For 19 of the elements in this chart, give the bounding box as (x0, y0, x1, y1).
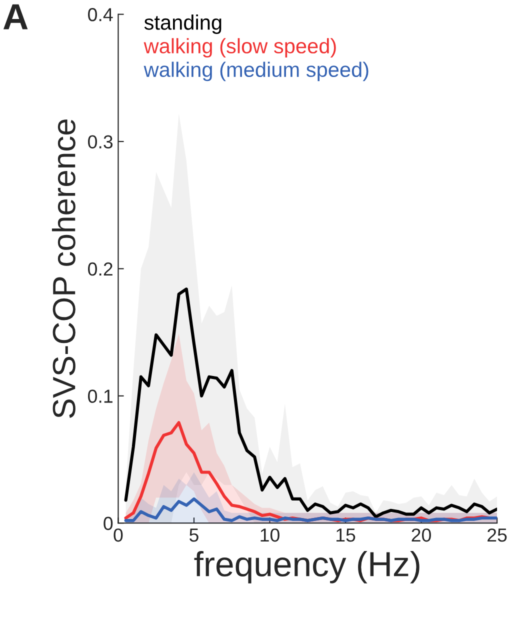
x-tick-label: 10 (260, 528, 280, 542)
x-tick-label: 0 (114, 528, 123, 542)
line-series (124, 288, 498, 518)
y-tick-label: 0.2 (88, 262, 112, 276)
text: walking (slow speed) (144, 38, 336, 58)
y-tick-label: 0.3 (88, 135, 113, 148)
text: walking (medium speed) (144, 62, 368, 82)
x-tick-label: 25 (488, 528, 507, 542)
x-axis-title: frequency (Hz) (194, 550, 420, 584)
x-tick-label: 5 (190, 528, 198, 542)
y-tick-label: 0 (104, 516, 113, 530)
x-tick-label: 20 (412, 528, 431, 542)
y-tick-label: 0.1 (88, 390, 112, 403)
line-series (124, 497, 498, 522)
text: standing (144, 14, 222, 34)
y-tick-label: 0.4 (88, 8, 113, 22)
y-axis-title: SVS-COP coherence (52, 119, 76, 418)
x-tick-label: 15 (336, 528, 356, 542)
text: A (3, 4, 28, 30)
